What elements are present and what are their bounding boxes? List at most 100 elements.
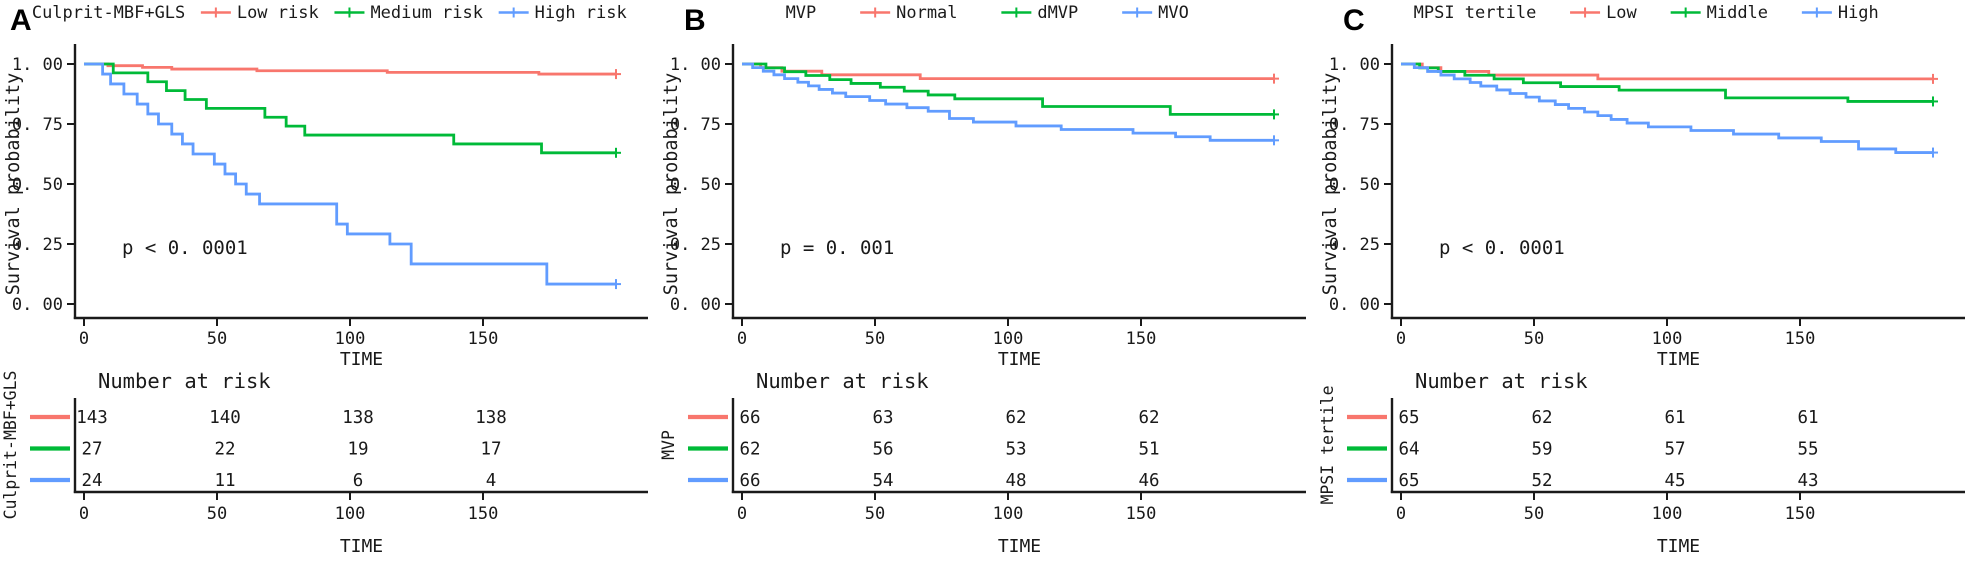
risk-count: 46 [1139,471,1160,491]
censor-mark [610,279,621,290]
y-tick-label: 0. 75 [670,115,721,135]
panel-b-svg: B MVP Normal dMVP MVO 0. 00 0. 25 0. 50 0. 75 1. … [659,3,1307,557]
curve-path [742,62,1275,142]
risk-table-title: Number at risk [756,369,929,393]
legend-key-high-risk [498,7,529,18]
survival-curve-middle [1400,62,1938,107]
risk-count: 51 [1139,439,1160,459]
y-tick-label: 0. 75 [1329,115,1380,135]
risk-row-mvo: 66 54 48 46 [688,471,1160,491]
y-tick-label: 0. 25 [12,235,63,255]
panel-c-svg: C MPSI tertile Low Middle High 0. 00 0. 25 0. 5… [1318,3,1965,557]
risk-count: 66 [740,408,761,428]
risk-count: 65 [1398,471,1419,491]
survival-curve-mvo [742,62,1280,146]
y-tick-label: 0. 25 [1329,235,1380,255]
legend-key-low [1569,7,1600,18]
risk-x-tick-label: 0 [79,504,89,524]
risk-count: 54 [873,471,894,491]
x-tick-label: 100 [335,329,366,349]
risk-row-low-risk: 143 140 138 138 [29,408,507,428]
legend-title: MPSI tertile [1413,3,1536,23]
risk-count: 138 [475,408,507,428]
legend-key-dmvp [1001,7,1032,18]
legend: MPSI tertile Low Middle High [1413,3,1878,23]
censor-mark [610,147,621,158]
risk-count: 27 [81,439,102,459]
risk-count: 24 [81,471,102,491]
risk-x-tick-label: 0 [737,504,747,524]
risk-count: 57 [1664,439,1685,459]
legend-label: Low [1606,3,1637,23]
panel-letter: B [684,4,706,37]
legend-label: dMVP [1038,3,1079,23]
panel-c: C MPSI tertile Low Middle High 0. 00 0. 25 0. 5… [1317,0,1975,579]
legend-key-normal [860,7,891,18]
risk-x-tick-label: 100 [993,504,1024,524]
x-tick-label: 100 [993,329,1024,349]
risk-count: 45 [1664,471,1685,491]
survival-curve-dmvp [742,62,1280,120]
x-tick-label: 100 [1651,329,1682,349]
panel-letter: A [10,4,32,37]
risk-count: 55 [1797,439,1818,459]
y-tick-label: 0. 75 [12,115,63,135]
x-tick-label: 50 [865,329,885,349]
panel-letter: C [1343,4,1365,37]
survival-curve-high [1400,62,1938,158]
censor-mark [1269,135,1280,146]
risk-count: 6 [353,471,364,491]
y-tick-label: 0. 50 [12,175,63,195]
y-tick-label: 0. 00 [1329,295,1380,315]
legend-label: Medium risk [370,3,482,23]
censor-mark [1927,73,1938,84]
risk-row-normal: 66 63 62 62 [688,408,1160,428]
y-tick-label: 0. 25 [670,235,721,255]
censor-mark [1269,109,1280,120]
legend-label: Middle [1706,3,1767,23]
risk-count: 63 [873,408,894,428]
risk-x-tick-label: 100 [335,504,366,524]
risk-count: 53 [1006,439,1027,459]
legend-label: High [1838,3,1879,23]
curve-path [742,62,1275,116]
risk-count: 43 [1797,471,1818,491]
curve-path [83,62,616,286]
risk-count: 62 [740,439,761,459]
axes: 0. 00 0. 25 0. 50 0. 75 1. 00 0 50 100 150 TIME Su… [1320,44,1965,370]
curve-path [1400,62,1933,103]
censor-mark [1927,147,1938,158]
risk-row-high: 65 52 45 43 [1346,471,1818,491]
risk-count: 138 [342,408,374,428]
risk-count: 56 [873,439,894,459]
x-tick-label: 0 [737,329,747,349]
x-tick-label: 50 [207,329,227,349]
risk-x-tick-label: 50 [1523,504,1543,524]
risk-row-high-risk: 24 11 6 4 [29,471,496,491]
y-tick-label: 0. 50 [1329,175,1380,195]
risk-count: 62 [1531,408,1552,428]
risk-x-tick-label: 50 [207,504,227,524]
y-axis-title: Survival probability [661,73,682,296]
risk-count: 62 [1139,408,1160,428]
risk-x-axis-title: TIME [1656,536,1699,557]
risk-row-medium-risk: 27 22 19 17 [29,439,502,459]
survival-curve-medium-risk [83,62,621,158]
curve-path [1400,62,1933,154]
risk-count: 65 [1398,408,1419,428]
legend-label: High risk [535,3,627,23]
curve-path [83,62,616,76]
risk-row-middle: 64 59 57 55 [1346,439,1818,459]
risk-count: 17 [480,439,501,459]
risk-count: 59 [1531,439,1552,459]
panel-b: B MVP Normal dMVP MVO 0. 00 0. 25 0. 50 0. 75 1. … [658,0,1316,579]
legend-label: Normal [896,3,957,23]
risk-count: 48 [1006,471,1027,491]
risk-count: 62 [1006,408,1027,428]
risk-table-title: Number at risk [98,369,271,393]
risk-count: 140 [209,408,241,428]
survival-curve-low-risk [83,62,621,80]
risk-count: 64 [1398,439,1419,459]
legend-key-mvo [1122,7,1153,18]
